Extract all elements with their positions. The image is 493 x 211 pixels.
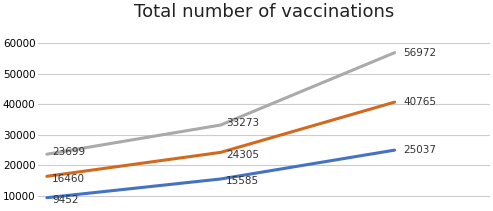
Text: 15585: 15585 <box>226 176 259 186</box>
Text: 16460: 16460 <box>52 174 85 184</box>
Text: 25037: 25037 <box>403 145 436 155</box>
Text: 24305: 24305 <box>226 150 259 160</box>
Text: 9452: 9452 <box>52 195 78 205</box>
Text: 56972: 56972 <box>403 48 436 58</box>
Text: 40765: 40765 <box>403 97 436 107</box>
Text: 23699: 23699 <box>52 147 85 157</box>
Text: 33273: 33273 <box>226 118 259 127</box>
Title: Total number of vaccinations: Total number of vaccinations <box>134 3 394 21</box>
